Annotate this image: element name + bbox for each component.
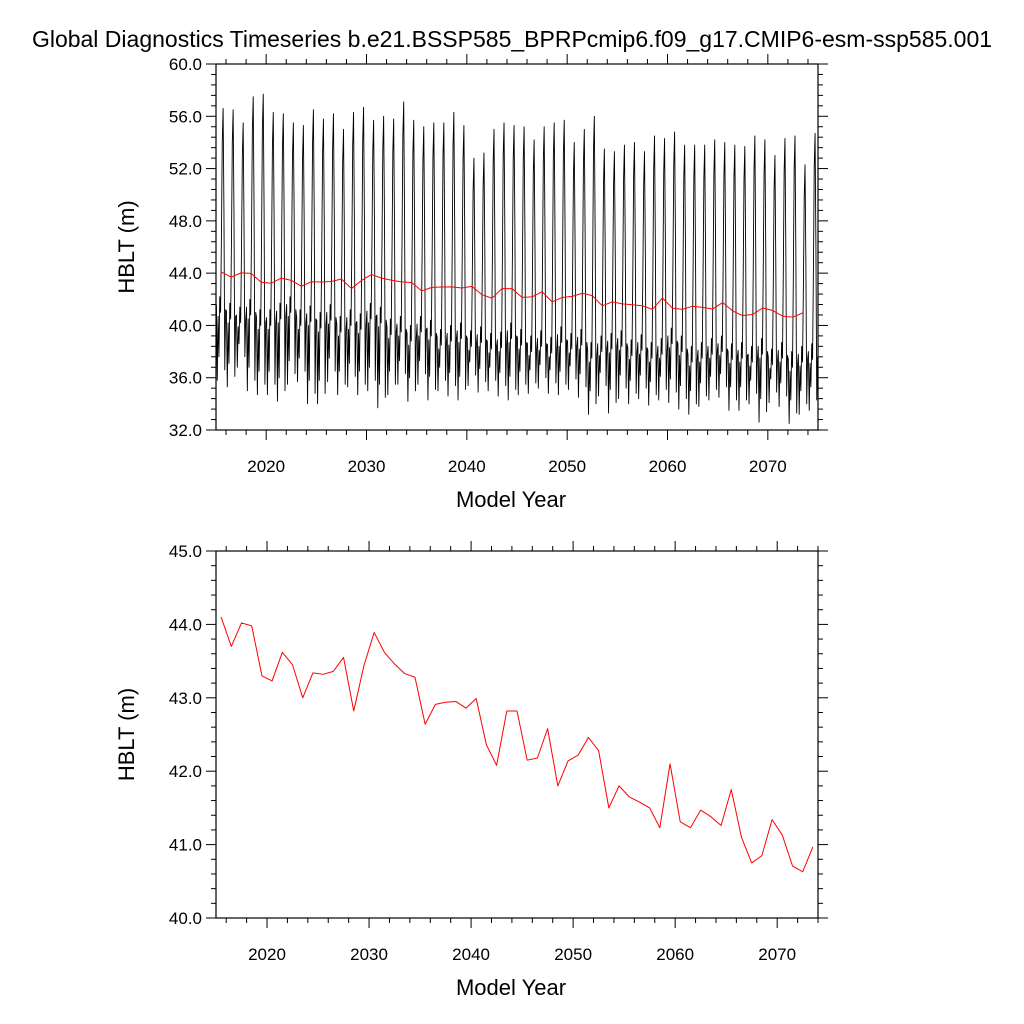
plot-frame xyxy=(215,550,819,919)
x-tick-label: 2030 xyxy=(348,457,386,476)
y-tick-label: 44.0 xyxy=(169,264,202,283)
y-tick-label: 56.0 xyxy=(169,107,202,126)
y-tick-label: 43.0 xyxy=(169,689,202,708)
x-axis-title: Model Year xyxy=(456,975,566,1000)
series-line-monthly xyxy=(215,93,819,424)
y-tick-label: 32.0 xyxy=(169,421,202,440)
bottom-panel: 2020 2030 2040 2050 2060 2070 40.0 41.0 42.0 43.0… xyxy=(114,541,828,1000)
x-axis-title: Model Year xyxy=(456,487,566,512)
x-tick-label: 2020 xyxy=(247,457,285,476)
y-tick-label: 40.0 xyxy=(169,316,202,335)
y-tick-label: 42.0 xyxy=(169,762,202,781)
x-tick-label: 2020 xyxy=(248,945,286,964)
x-tick-label: 2040 xyxy=(448,457,486,476)
plot-frame xyxy=(215,63,819,431)
y-tick-label: 44.0 xyxy=(169,615,202,634)
y-tick-label: 48.0 xyxy=(169,212,202,231)
x-tick-label: 2060 xyxy=(656,945,694,964)
y-tick-label: 36.0 xyxy=(169,369,202,388)
y-axis-title: HBLT (m) xyxy=(114,688,139,781)
y-tick-label: 45.0 xyxy=(169,542,202,561)
y-tick-label: 41.0 xyxy=(169,836,202,855)
top-panel: 2020 2030 2040 2050 2060 2070 32.0 36.0 40.0 44.0… xyxy=(114,54,828,512)
y-tick-label: 40.0 xyxy=(169,909,202,928)
x-tick-label: 2050 xyxy=(554,945,592,964)
x-tick-label: 2070 xyxy=(749,457,787,476)
x-tick-label: 2070 xyxy=(758,945,796,964)
series-line-annual xyxy=(220,616,814,873)
figure-title: Global Diagnostics Timeseries b.e21.BSSP… xyxy=(31,26,993,52)
x-tick-label: 2050 xyxy=(548,457,586,476)
x-tick-label: 2060 xyxy=(649,457,687,476)
x-tick-label: 2040 xyxy=(452,945,490,964)
y-tick-label: 52.0 xyxy=(169,160,202,179)
y-axis-title: HBLT (m) xyxy=(114,200,139,293)
y-tick-label: 60.0 xyxy=(169,55,202,74)
series-line-annual xyxy=(220,271,804,318)
x-tick-label: 2030 xyxy=(350,945,388,964)
